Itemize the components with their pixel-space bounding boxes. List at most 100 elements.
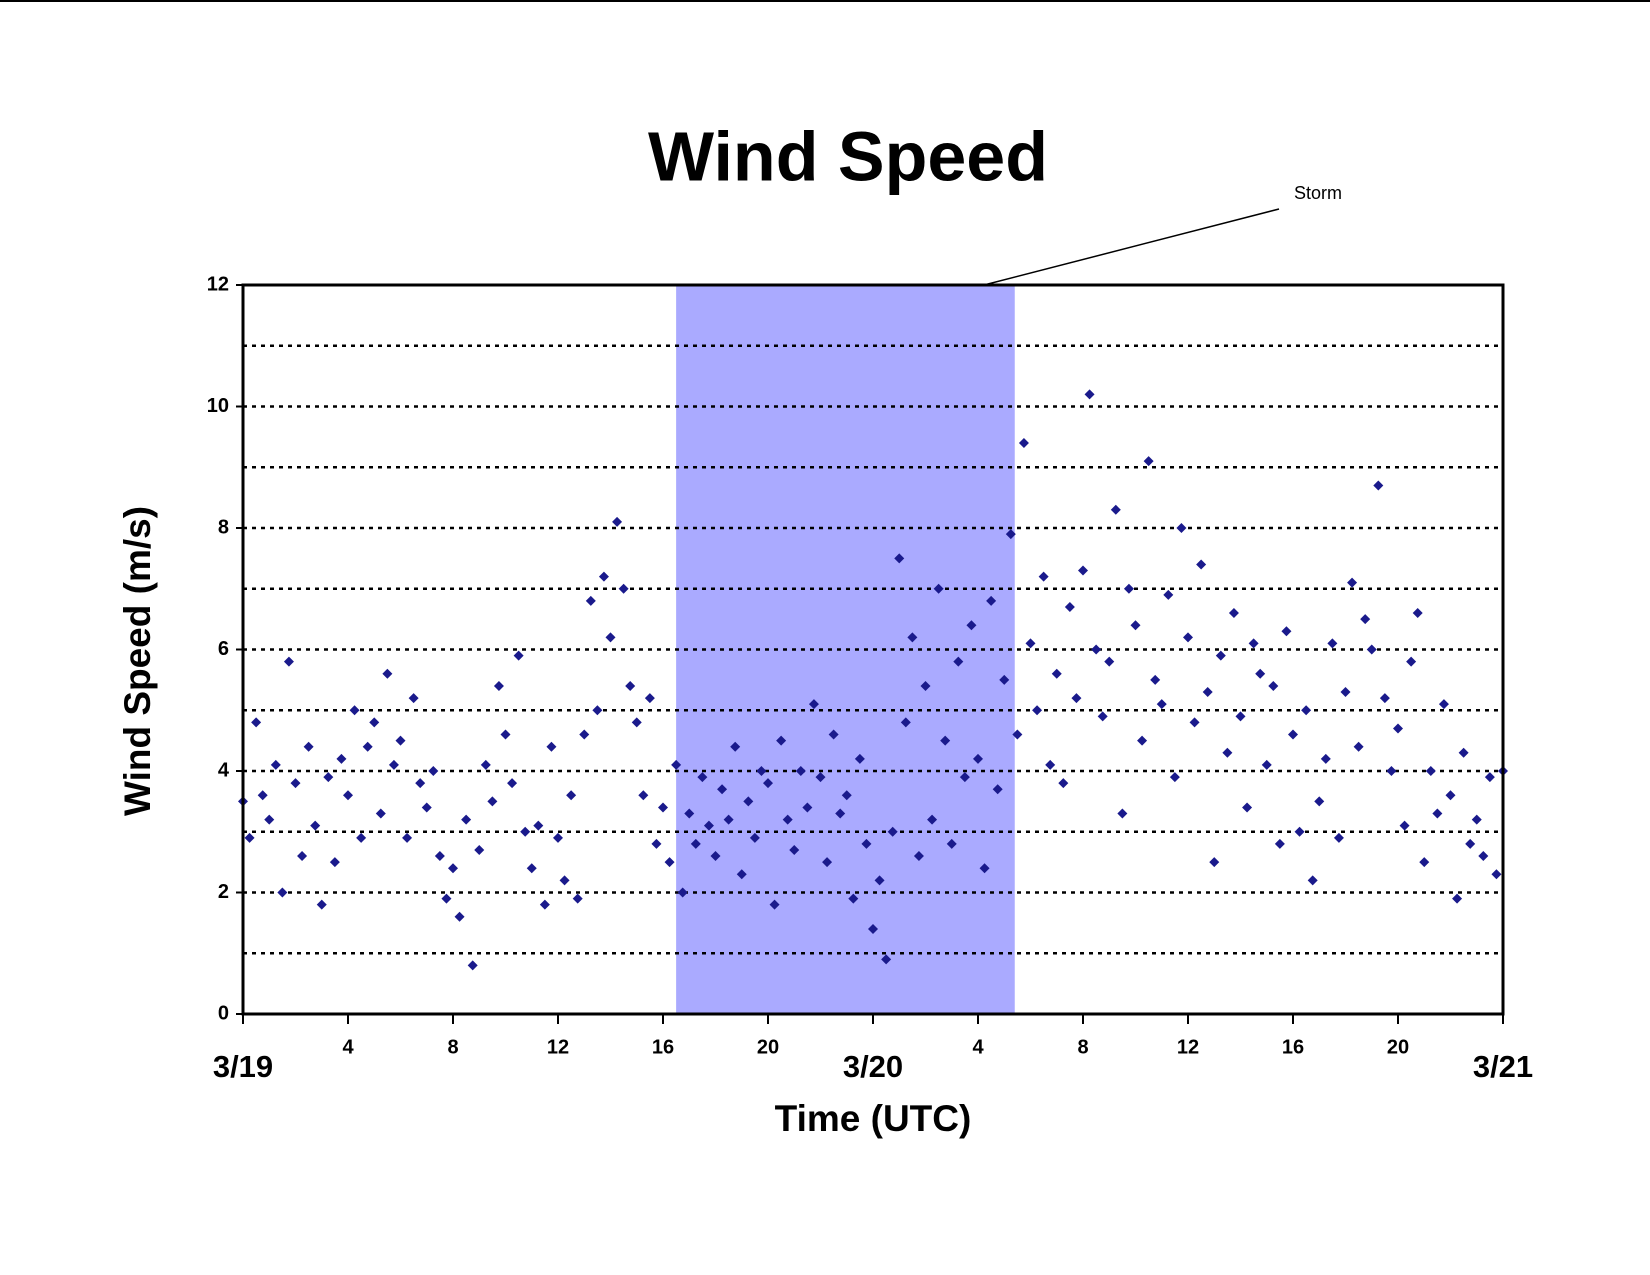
data-point <box>277 887 288 898</box>
data-point <box>513 650 524 661</box>
data-point <box>736 869 747 880</box>
data-point <box>815 772 826 783</box>
data-point <box>1347 577 1358 588</box>
y-tick-label: 4 <box>218 759 230 781</box>
x-tick-label: 12 <box>547 1036 569 1058</box>
data-point <box>1183 632 1193 643</box>
data-point <box>592 705 603 716</box>
data-point <box>940 735 951 746</box>
data-point <box>1307 875 1318 886</box>
data-point <box>966 620 977 631</box>
data-point <box>257 790 268 801</box>
data-point <box>612 516 623 527</box>
data-point <box>316 899 327 910</box>
data-point <box>553 832 563 843</box>
data-point <box>1051 668 1062 679</box>
data-point <box>1104 656 1115 667</box>
data-point <box>356 832 367 843</box>
data-point <box>1156 699 1167 710</box>
data-point <box>959 772 970 783</box>
data-point <box>1399 820 1410 831</box>
data-point <box>244 832 255 843</box>
data-point <box>1150 674 1161 685</box>
data-point <box>1268 680 1279 691</box>
x-tick-label: 20 <box>1387 1036 1409 1058</box>
data-point <box>1432 808 1443 819</box>
data-point <box>763 778 773 789</box>
data-point <box>1281 626 1292 637</box>
data-point <box>723 814 734 825</box>
data-point <box>559 875 570 886</box>
y-tick-label: 10 <box>207 395 229 417</box>
data-point <box>421 802 432 813</box>
data-point <box>566 790 577 801</box>
data-point <box>664 857 675 868</box>
annotation-leader <box>983 208 1280 286</box>
data-point <box>1025 638 1036 649</box>
data-point <box>1222 747 1233 758</box>
data-point <box>1465 838 1476 849</box>
data-point <box>1123 583 1134 594</box>
data-point <box>894 553 905 564</box>
data-point <box>441 893 452 904</box>
data-point <box>638 790 649 801</box>
y-tick-label: 2 <box>218 881 229 903</box>
data-point <box>448 863 458 874</box>
data-point <box>979 863 990 874</box>
data-point <box>703 820 714 831</box>
data-point <box>1032 705 1043 716</box>
data-point <box>323 772 334 783</box>
data-point <box>1012 729 1023 740</box>
y-tick-label: 6 <box>218 638 229 660</box>
data-point <box>1419 857 1430 868</box>
y-tick-label: 8 <box>218 516 229 538</box>
data-point <box>1386 766 1397 776</box>
data-point <box>336 753 347 764</box>
point-layer <box>238 389 1508 971</box>
x-tick-label: 4 <box>972 1036 984 1058</box>
data-point <box>500 729 511 740</box>
data-point <box>671 759 682 770</box>
data-point <box>1478 851 1489 862</box>
data-point <box>487 796 498 807</box>
data-point <box>618 583 629 594</box>
x-tick-label: 8 <box>447 1036 458 1058</box>
y-tick-label: 12 <box>207 273 229 295</box>
data-point <box>454 911 465 922</box>
y-axis-label: Wind Speed (m/s) <box>117 506 158 816</box>
data-point <box>480 759 491 770</box>
data-point <box>684 808 695 819</box>
data-point <box>1314 796 1325 807</box>
data-point <box>434 851 445 862</box>
data-point <box>1084 389 1095 400</box>
data-point <box>1196 559 1207 570</box>
data-point <box>881 954 892 965</box>
data-point <box>874 875 885 886</box>
data-point <box>1038 571 1049 582</box>
data-point <box>1018 437 1029 448</box>
data-point <box>1425 766 1436 776</box>
data-point <box>402 832 413 843</box>
data-point <box>644 693 655 704</box>
data-point <box>1360 614 1371 625</box>
data-point <box>1097 711 1108 722</box>
x-tick-label: 3/21 <box>1473 1049 1533 1084</box>
y-tick-label: 0 <box>218 1002 229 1024</box>
data-point <box>808 699 819 710</box>
data-point <box>290 778 301 789</box>
data-point <box>828 729 839 740</box>
data-point <box>1445 790 1456 801</box>
data-point <box>658 802 668 813</box>
data-point <box>690 838 701 849</box>
data-point <box>1412 608 1423 619</box>
x-tick-label: 16 <box>1282 1036 1304 1058</box>
grid-layer <box>243 344 1503 955</box>
data-point <box>605 632 616 643</box>
data-point <box>1202 687 1213 698</box>
data-point <box>717 784 728 795</box>
data-point <box>835 808 846 819</box>
data-point <box>585 595 596 606</box>
data-point <box>1228 608 1239 619</box>
data-point <box>1176 523 1187 533</box>
data-point <box>251 717 262 728</box>
